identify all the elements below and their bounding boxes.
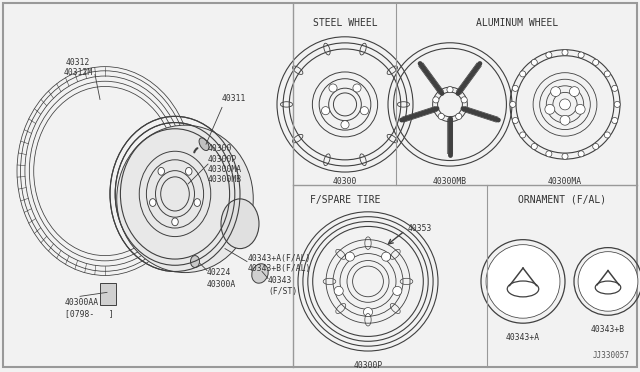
Circle shape bbox=[447, 87, 453, 93]
Text: 40311: 40311 bbox=[222, 94, 246, 103]
Circle shape bbox=[550, 87, 561, 96]
Circle shape bbox=[393, 286, 402, 295]
Ellipse shape bbox=[158, 167, 164, 175]
Ellipse shape bbox=[614, 102, 620, 108]
Circle shape bbox=[381, 252, 390, 261]
Text: 40312
40312M: 40312 40312M bbox=[63, 58, 93, 77]
Text: 40343+A: 40343+A bbox=[506, 333, 540, 342]
Ellipse shape bbox=[604, 132, 611, 138]
Text: STEEL WHEEL: STEEL WHEEL bbox=[313, 18, 378, 28]
Ellipse shape bbox=[546, 52, 552, 58]
Text: JJ330057: JJ330057 bbox=[593, 351, 630, 360]
Circle shape bbox=[360, 107, 369, 115]
Ellipse shape bbox=[186, 167, 192, 175]
Ellipse shape bbox=[150, 199, 156, 206]
Bar bbox=[100, 283, 116, 305]
Ellipse shape bbox=[546, 151, 552, 157]
Text: 40224: 40224 bbox=[207, 269, 232, 278]
Ellipse shape bbox=[562, 49, 568, 55]
Ellipse shape bbox=[252, 264, 268, 283]
Circle shape bbox=[560, 115, 570, 125]
Ellipse shape bbox=[158, 167, 164, 175]
Text: 40343
(F/ST): 40343 (F/ST) bbox=[268, 276, 297, 296]
Ellipse shape bbox=[186, 167, 192, 175]
Circle shape bbox=[341, 121, 349, 129]
Ellipse shape bbox=[172, 218, 179, 226]
Circle shape bbox=[334, 286, 343, 295]
Ellipse shape bbox=[512, 118, 518, 124]
Text: 40300: 40300 bbox=[333, 177, 357, 186]
Ellipse shape bbox=[531, 144, 538, 150]
Ellipse shape bbox=[593, 144, 599, 150]
Text: 40300AA
[0798-   ]: 40300AA [0798- ] bbox=[65, 298, 114, 318]
Ellipse shape bbox=[593, 60, 599, 65]
Text: 40343+A(F/AL)
40343+B(F/AL): 40343+A(F/AL) 40343+B(F/AL) bbox=[248, 254, 312, 273]
Ellipse shape bbox=[598, 284, 618, 291]
Ellipse shape bbox=[612, 85, 618, 92]
Circle shape bbox=[438, 113, 444, 119]
Circle shape bbox=[486, 245, 560, 318]
Ellipse shape bbox=[511, 284, 534, 294]
Text: ORNAMENT (F/AL): ORNAMENT (F/AL) bbox=[518, 195, 606, 205]
Ellipse shape bbox=[150, 199, 156, 206]
Circle shape bbox=[461, 97, 467, 103]
Circle shape bbox=[575, 105, 585, 114]
Text: 40300
40300P
40300MA
40300MB: 40300 40300P 40300MA 40300MB bbox=[208, 144, 242, 185]
Ellipse shape bbox=[612, 118, 618, 124]
Circle shape bbox=[456, 113, 462, 119]
Ellipse shape bbox=[520, 71, 525, 77]
Ellipse shape bbox=[520, 132, 525, 138]
Ellipse shape bbox=[578, 151, 584, 157]
Circle shape bbox=[570, 87, 579, 96]
Ellipse shape bbox=[194, 199, 200, 206]
Text: F/SPARE TIRE: F/SPARE TIRE bbox=[310, 195, 380, 205]
Ellipse shape bbox=[172, 218, 179, 226]
Circle shape bbox=[353, 84, 361, 92]
Text: 40300MA: 40300MA bbox=[548, 177, 582, 186]
Ellipse shape bbox=[221, 199, 259, 248]
Ellipse shape bbox=[562, 153, 568, 159]
Text: 40353: 40353 bbox=[408, 224, 433, 233]
Ellipse shape bbox=[509, 102, 516, 108]
Ellipse shape bbox=[199, 138, 209, 151]
Circle shape bbox=[545, 105, 555, 114]
Circle shape bbox=[364, 308, 372, 317]
Ellipse shape bbox=[578, 52, 584, 58]
Ellipse shape bbox=[116, 125, 253, 273]
Circle shape bbox=[433, 97, 439, 103]
Text: 40300A: 40300A bbox=[207, 280, 236, 289]
Ellipse shape bbox=[191, 256, 200, 267]
Circle shape bbox=[578, 252, 638, 311]
Ellipse shape bbox=[194, 199, 200, 206]
Text: 40300MB: 40300MB bbox=[433, 177, 467, 186]
Text: 40300P: 40300P bbox=[353, 361, 383, 370]
Ellipse shape bbox=[604, 71, 611, 77]
Ellipse shape bbox=[531, 60, 538, 65]
Ellipse shape bbox=[512, 85, 518, 92]
Circle shape bbox=[346, 252, 355, 261]
Text: 40343+B: 40343+B bbox=[591, 325, 625, 334]
Circle shape bbox=[559, 99, 570, 110]
Circle shape bbox=[329, 84, 337, 92]
Text: ALUMINUM WHEEL: ALUMINUM WHEEL bbox=[476, 18, 558, 28]
Circle shape bbox=[321, 107, 330, 115]
